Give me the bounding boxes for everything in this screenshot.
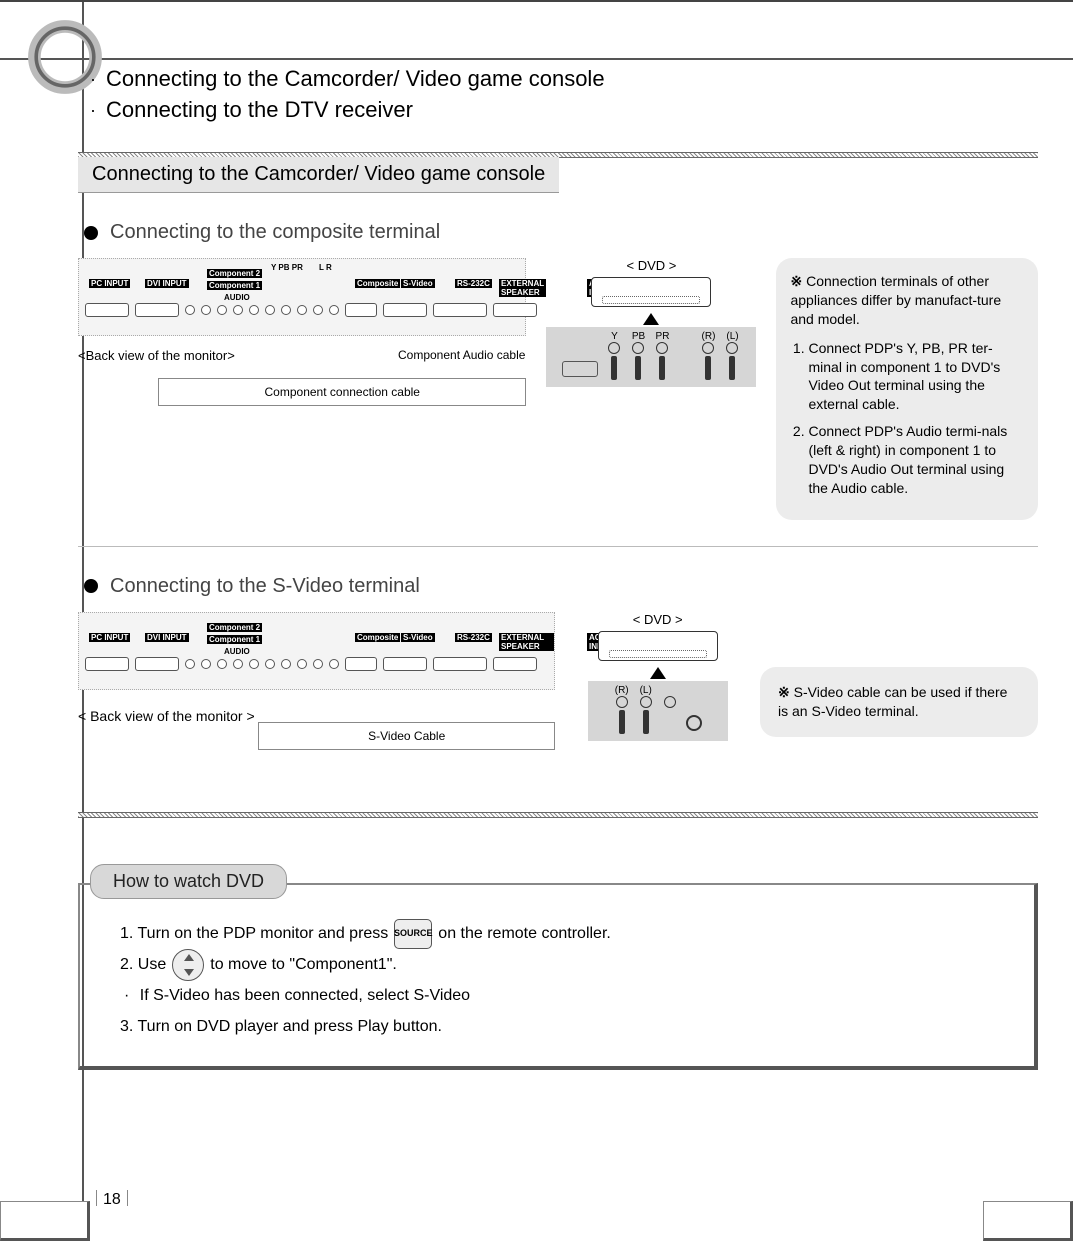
label-svideo: S-Video [401,633,435,642]
note-item-2: Connect PDP's Audio termi-nals (left & r… [808,422,1024,498]
audio-cable-label: Component Audio cable [398,348,525,362]
howto-step2a: 2. Use [120,950,166,980]
monitor-back-panel: PC INPUT DVI INPUT Component 2 Component… [78,258,526,336]
svideo-cable-label: S-Video Cable [258,722,555,750]
jack-r-label: (R) [700,331,716,342]
monitor-back-panel-2: PC INPUT DVI INPUT Component 2 Component… [78,612,555,690]
label-ext-spk: EXTERNAL SPEAKER [499,633,554,651]
svideo-note-text: S-Video cable can be used if there is an… [778,684,1007,719]
source-button-icon: SOURCE [394,919,432,949]
bullet-icon: · [124,981,134,1011]
howto-box: 1. Turn on the PDP monitor and press SOU… [78,883,1038,1070]
note-header: Connection terminals of other appliances… [790,273,1001,327]
header-line-2: Connecting to the DTV receiver [106,95,413,126]
bullet-icon: · [90,70,96,88]
arrow-up-icon [650,667,666,679]
label-dvi-input: DVI INPUT [145,633,189,642]
connection-cable-label: Component connection cable [158,378,526,406]
jack-l-label: (L) [724,331,740,342]
dvd-label: < DVD > [546,258,756,273]
section-divider [78,812,1038,818]
dvd-icon [591,277,711,307]
jack-l-label-2: (L) [638,685,654,696]
howto-step2b: to move to "Component1". [210,950,397,980]
label-ypbpr: Y PB PR [271,263,303,272]
section-title: Connecting to the Camcorder/ Video game … [78,157,559,193]
note-item-1: Connect PDP's Y, PB, PR ter-minal in com… [808,339,1024,415]
corner-box-bl [0,1201,90,1241]
dvd-jack-bar: Y PB PR (R) (L) [546,327,756,387]
howto-section: How to watch DVD 1. Turn on the PDP moni… [78,848,1038,1070]
jack-r-label-2: (R) [614,685,630,696]
port-row [85,303,537,317]
label-lr: L R [319,263,332,272]
label-composite: Composite [355,279,400,288]
subsection-title-svideo: Connecting to the S-Video terminal [110,575,420,598]
note-asterisk-icon: ※ [778,684,794,700]
bullet-icon [84,226,98,240]
port-row [85,657,537,671]
label-svideo: S-Video [401,279,435,288]
svideo-port-icon [686,715,702,731]
label-rs232c: RS-232C [455,279,492,288]
jack-y-label: Y [606,331,622,342]
label-rs232c: RS-232C [455,633,492,642]
label-component1: Component 1 [207,635,262,644]
subsection-title-composite: Connecting to the composite terminal [110,221,440,244]
arrow-up-icon [643,313,659,325]
back-view-label-2: < Back view of the monitor > [78,708,255,724]
page-number: 18 [96,1190,128,1209]
note-box-composite: ※ Connection terminals of other applianc… [776,258,1038,520]
dvd-icon [598,631,718,661]
dvd-device-block: < DVD > Y PB PR (R) (L) [546,258,756,387]
label-pc-input: PC INPUT [89,633,130,642]
note-box-svideo: ※ S-Video cable can be used if there is … [760,667,1038,737]
label-ext-spk: EXTERNAL SPEAKER [499,279,546,297]
note-asterisk-icon: ※ [790,273,806,289]
composite-diagram: PC INPUT DVI INPUT Component 2 Component… [78,258,1038,520]
decorative-horizontal-line [0,58,1073,60]
howto-tab: How to watch DVD [90,864,287,899]
bullet-icon [84,579,98,593]
thin-divider [78,546,1038,547]
howto-step3: 3. Turn on DVD player and press Play but… [120,1012,442,1042]
jack-pr-label: PR [654,331,670,342]
dvd-device-block-2: < DVD > (R) (L) [575,612,740,741]
label-component2: Component 2 [207,623,262,632]
label-dvi-input: DVI INPUT [145,279,189,288]
header-line-1: Connecting to the Camcorder/ Video game … [106,64,605,95]
label-component2: Component 2 [207,269,262,278]
corner-box-br [983,1201,1073,1241]
label-component1: Component 1 [207,281,262,290]
label-composite: Composite [355,633,400,642]
bullet-icon: · [90,101,96,119]
updown-button-icon [172,949,204,981]
label-pc-input: PC INPUT [89,279,130,288]
howto-step1a: 1. Turn on the PDP monitor and press [120,919,388,949]
howto-step1b: on the remote controller. [438,919,611,949]
jack-pb-label: PB [630,331,646,342]
label-audio: AUDIO [224,647,250,656]
dvd-label-2: < DVD > [575,612,740,627]
svideo-diagram: PC INPUT DVI INPUT Component 2 Component… [78,612,1038,792]
label-audio: AUDIO [224,293,250,302]
howto-bullet: If S-Video has been connected, select S-… [140,981,470,1011]
port-icon [562,361,598,377]
page-header: · Connecting to the Camcorder/ Video gam… [90,64,605,126]
back-view-label: <Back view of the monitor> [78,348,235,363]
dvd-jack-bar-2: (R) (L) [588,681,728,741]
